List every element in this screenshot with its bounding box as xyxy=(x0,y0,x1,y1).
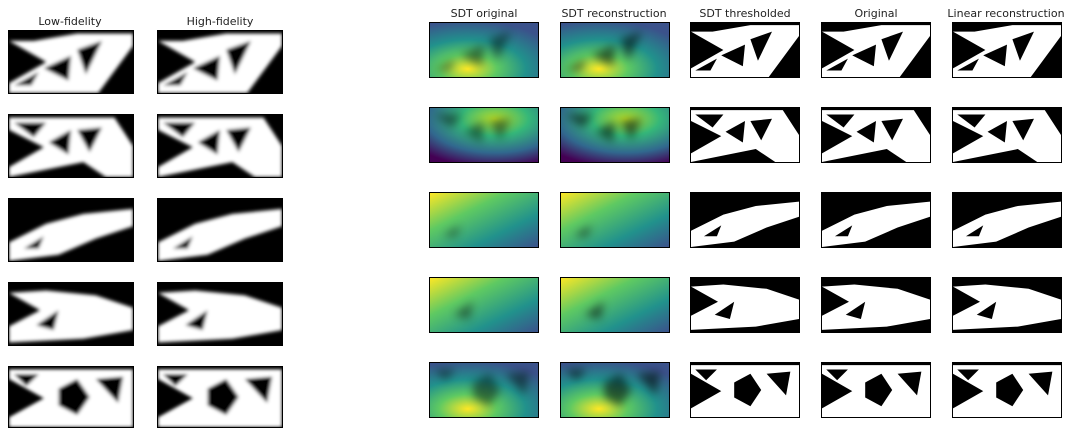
linear-reconstruction-panel xyxy=(952,192,1062,248)
low-fidelity-panel xyxy=(8,198,134,262)
high-fidelity-panel xyxy=(157,30,283,94)
sdt-original-panel xyxy=(429,107,539,163)
original-panel xyxy=(821,362,931,418)
high-fidelity-panel xyxy=(157,114,283,178)
linear-reconstruction-panel xyxy=(952,107,1062,163)
sdt-thresholded-panel xyxy=(690,22,800,78)
sdt-thresholded-panel xyxy=(690,107,800,163)
linear-reconstruction-panel xyxy=(952,362,1062,418)
title-sdt-original: SDT original xyxy=(450,7,518,20)
title-sdt-reconstruction: SDT reconstruction xyxy=(561,7,667,20)
sdt-original-panel xyxy=(429,277,539,333)
title-high-fidelity: High-fidelity xyxy=(186,15,254,28)
sdt-reconstruction-panel xyxy=(560,22,670,78)
low-fidelity-panel xyxy=(8,366,134,428)
sdt-thresholded-panel xyxy=(690,192,800,248)
sdt-reconstruction-panel xyxy=(560,362,670,418)
high-fidelity-panel xyxy=(157,198,283,262)
sdt-original-panel xyxy=(429,192,539,248)
low-fidelity-panel xyxy=(8,30,134,94)
title-original: Original xyxy=(854,7,898,20)
sdt-thresholded-panel xyxy=(690,277,800,333)
title-sdt-thresholded: SDT thresholded xyxy=(699,7,791,20)
original-panel xyxy=(821,22,931,78)
low-fidelity-panel xyxy=(8,114,134,178)
sdt-original-panel xyxy=(429,22,539,78)
sdt-reconstruction-panel xyxy=(560,277,670,333)
original-panel xyxy=(821,192,931,248)
original-panel xyxy=(821,107,931,163)
sdt-reconstruction-panel xyxy=(560,192,670,248)
low-fidelity-panel xyxy=(8,282,134,346)
title-linear-reconstruction: Linear reconstruction xyxy=(947,7,1065,20)
sdt-reconstruction-panel xyxy=(560,107,670,163)
high-fidelity-panel xyxy=(157,282,283,346)
high-fidelity-panel xyxy=(157,366,283,428)
linear-reconstruction-panel xyxy=(952,22,1062,78)
title-low-fidelity: Low-fidelity xyxy=(38,15,102,28)
linear-reconstruction-panel xyxy=(952,277,1062,333)
original-panel xyxy=(821,277,931,333)
sdt-thresholded-panel xyxy=(690,362,800,418)
sdt-original-panel xyxy=(429,362,539,418)
